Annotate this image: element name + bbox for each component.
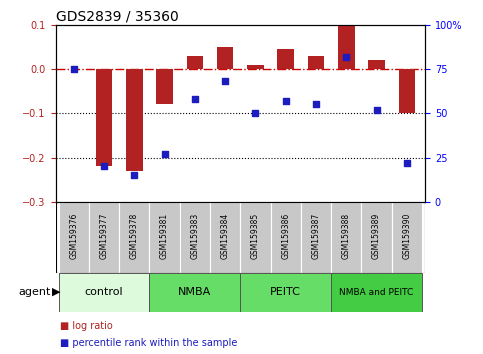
Point: [252, 110, 259, 116]
Bar: [247, 65, 264, 69]
Bar: [308, 56, 325, 69]
Text: GSM159384: GSM159384: [221, 213, 229, 259]
Text: GSM159388: GSM159388: [342, 213, 351, 259]
Text: PEITC: PEITC: [270, 287, 301, 297]
Bar: [338, 25, 355, 69]
Bar: [241, 273, 331, 312]
Bar: [89, 202, 119, 273]
Bar: [58, 273, 149, 312]
Text: GSM159383: GSM159383: [190, 213, 199, 259]
Text: agent: agent: [18, 287, 51, 297]
Bar: [96, 69, 113, 166]
Bar: [186, 56, 203, 69]
Bar: [277, 49, 294, 69]
Point: [130, 172, 138, 178]
Bar: [180, 202, 210, 273]
Text: ■ log ratio: ■ log ratio: [60, 321, 113, 331]
Text: ■ percentile rank within the sample: ■ percentile rank within the sample: [60, 338, 238, 348]
Bar: [119, 202, 149, 273]
Bar: [149, 202, 180, 273]
Text: GSM159378: GSM159378: [130, 213, 139, 259]
Point: [373, 107, 381, 113]
Text: control: control: [85, 287, 123, 297]
Bar: [149, 273, 241, 312]
Bar: [361, 202, 392, 273]
Point: [70, 66, 78, 72]
Bar: [126, 69, 142, 171]
Bar: [392, 202, 422, 273]
Bar: [301, 202, 331, 273]
Point: [342, 54, 350, 59]
Text: NMBA: NMBA: [178, 287, 212, 297]
Bar: [58, 202, 89, 273]
Point: [312, 102, 320, 107]
Point: [100, 164, 108, 169]
Bar: [398, 69, 415, 113]
Text: NMBA and PEITC: NMBA and PEITC: [340, 287, 414, 297]
Text: GSM159377: GSM159377: [99, 212, 109, 259]
Text: GSM159381: GSM159381: [160, 213, 169, 259]
Text: GSM159390: GSM159390: [402, 212, 412, 259]
Bar: [156, 69, 173, 104]
Point: [282, 98, 290, 104]
Text: GSM159389: GSM159389: [372, 213, 381, 259]
Bar: [331, 273, 422, 312]
Text: GSM159385: GSM159385: [251, 213, 260, 259]
Bar: [241, 202, 270, 273]
Text: GSM159376: GSM159376: [69, 212, 78, 259]
Bar: [331, 202, 361, 273]
Bar: [217, 47, 233, 69]
Text: ▶: ▶: [52, 287, 60, 297]
Bar: [210, 202, 241, 273]
Point: [221, 79, 229, 84]
Text: GSM159387: GSM159387: [312, 213, 321, 259]
Point: [403, 160, 411, 166]
Point: [161, 151, 169, 157]
Text: GSM159386: GSM159386: [281, 213, 290, 259]
Point: [191, 96, 199, 102]
Bar: [368, 60, 385, 69]
Text: GDS2839 / 35360: GDS2839 / 35360: [56, 10, 178, 24]
Bar: [270, 202, 301, 273]
